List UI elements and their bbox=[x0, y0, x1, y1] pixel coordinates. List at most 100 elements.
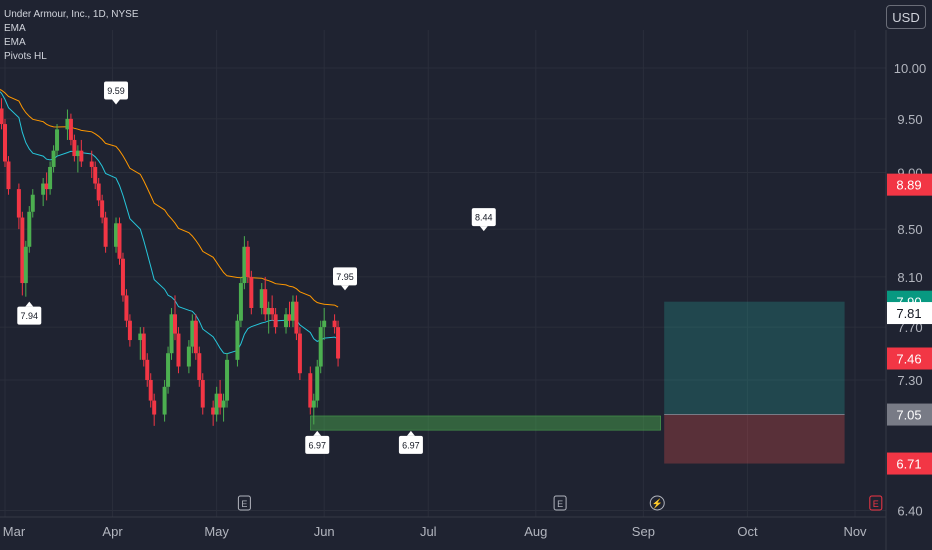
candle-body bbox=[173, 314, 177, 334]
candle-body bbox=[211, 407, 216, 415]
candle-body bbox=[242, 246, 247, 284]
pivot-label: 7.95 bbox=[336, 272, 354, 282]
candle bbox=[249, 270, 254, 315]
indicator-pivots: Pivots HL bbox=[4, 51, 47, 62]
candle-body bbox=[311, 400, 316, 408]
candle bbox=[169, 307, 174, 360]
candle bbox=[127, 314, 132, 347]
y-tick-label: 10.00 bbox=[894, 61, 927, 76]
y-tick-label: 7.30 bbox=[897, 373, 922, 388]
candle-body bbox=[114, 223, 119, 247]
candle-body bbox=[336, 327, 341, 359]
pivot-pointer bbox=[25, 301, 34, 307]
candle-body bbox=[294, 301, 299, 334]
pivot-box bbox=[17, 306, 42, 325]
candle-body bbox=[290, 301, 295, 321]
pivot-label: 9.59 bbox=[107, 86, 125, 96]
x-tick-label: Jul bbox=[420, 524, 437, 539]
candle-body bbox=[235, 320, 240, 360]
candle bbox=[124, 289, 129, 328]
candle bbox=[103, 211, 108, 253]
candle bbox=[263, 276, 268, 321]
grid bbox=[0, 30, 886, 517]
price-label-text: 6.71 bbox=[896, 457, 921, 472]
candle-body bbox=[48, 166, 53, 190]
candle bbox=[211, 400, 216, 426]
pivot-pointer bbox=[112, 99, 121, 105]
svg-text:E: E bbox=[557, 499, 563, 509]
candle-body bbox=[148, 380, 153, 401]
candle-body bbox=[332, 320, 337, 328]
candle bbox=[242, 236, 247, 290]
y-axis: 10.009.509.008.508.107.707.306.408.897.9… bbox=[887, 61, 932, 518]
candle bbox=[72, 134, 77, 162]
candle-body bbox=[197, 353, 202, 380]
candle bbox=[51, 145, 56, 173]
candle-body bbox=[190, 320, 195, 347]
candle-body bbox=[41, 183, 46, 195]
x-tick-label: Sep bbox=[632, 524, 655, 539]
candle-body bbox=[100, 200, 105, 218]
candle bbox=[270, 295, 275, 321]
candle-body bbox=[27, 211, 32, 247]
candle-body bbox=[259, 289, 264, 308]
candle bbox=[259, 283, 264, 315]
pivot-pointer bbox=[479, 226, 488, 232]
currency-button[interactable]: USD bbox=[886, 5, 926, 29]
upcoming-earnings-icon: E bbox=[869, 495, 883, 511]
candle bbox=[120, 252, 125, 302]
candle bbox=[200, 373, 205, 415]
candle-body bbox=[297, 333, 302, 374]
candle bbox=[225, 353, 230, 408]
x-tick-label: Oct bbox=[737, 524, 758, 539]
candle bbox=[273, 307, 278, 334]
candle bbox=[266, 301, 271, 334]
candle bbox=[332, 314, 337, 334]
candle bbox=[3, 118, 7, 167]
y-tick-label: 9.50 bbox=[897, 112, 922, 127]
candle bbox=[75, 145, 80, 173]
ema-slow-line bbox=[0, 89, 339, 308]
candle bbox=[145, 353, 150, 387]
candle bbox=[221, 393, 226, 422]
pivot-labels: 7.94 9.59 7.95 6.97 6.97 8.44 bbox=[17, 81, 496, 454]
x-axis: Mar Apr May Jun Jul Aug Sep Oct Nov bbox=[3, 524, 867, 539]
candle bbox=[23, 240, 28, 297]
candle bbox=[20, 211, 25, 296]
x-tick-label: Apr bbox=[102, 524, 123, 539]
candle-body bbox=[249, 276, 254, 308]
candle-body bbox=[16, 189, 21, 218]
pivot-low: 6.97 bbox=[398, 430, 423, 454]
candle bbox=[214, 386, 219, 422]
candle-body bbox=[120, 258, 125, 296]
pivot-pointer bbox=[313, 430, 322, 436]
pivot-high: 7.95 bbox=[333, 267, 357, 291]
svg-text:E: E bbox=[241, 499, 247, 509]
candle-body bbox=[79, 150, 84, 162]
earnings-icon: E bbox=[237, 495, 251, 511]
candle-body bbox=[308, 373, 313, 408]
price-label: 8.89 bbox=[887, 173, 932, 196]
svg-text:⚡: ⚡ bbox=[652, 498, 663, 510]
candle-body bbox=[193, 320, 198, 354]
svg-text:E: E bbox=[873, 499, 879, 509]
candle bbox=[162, 380, 167, 422]
candle-body bbox=[30, 194, 35, 212]
candle bbox=[6, 156, 11, 195]
pivot-label: 7.94 bbox=[21, 311, 39, 321]
candle bbox=[114, 217, 119, 253]
candle-body bbox=[75, 150, 80, 157]
price-label: 7.81 bbox=[887, 302, 932, 325]
candle-body bbox=[166, 353, 171, 387]
candle bbox=[197, 346, 202, 387]
price-label: 6.71 bbox=[887, 452, 932, 475]
candle-body bbox=[270, 307, 275, 315]
legend: Under Armour, Inc., 1D, NYSE EMA EMA Piv… bbox=[4, 8, 139, 64]
price-label-bg bbox=[887, 452, 932, 475]
candle-body bbox=[273, 314, 278, 328]
pivot-box bbox=[305, 435, 330, 454]
candle bbox=[322, 307, 327, 341]
candle bbox=[308, 366, 313, 415]
price-label-text: 7.46 bbox=[896, 352, 921, 367]
